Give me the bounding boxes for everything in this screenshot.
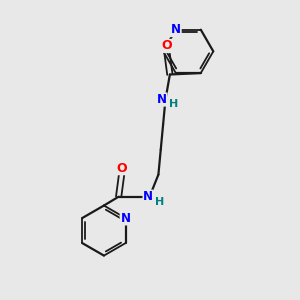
Text: N: N — [157, 93, 167, 106]
Text: N: N — [143, 190, 153, 203]
Text: N: N — [171, 23, 181, 36]
Text: H: H — [155, 197, 164, 207]
Text: H: H — [169, 99, 178, 109]
Text: N: N — [121, 212, 130, 224]
Text: O: O — [162, 39, 172, 52]
Text: O: O — [116, 162, 127, 175]
